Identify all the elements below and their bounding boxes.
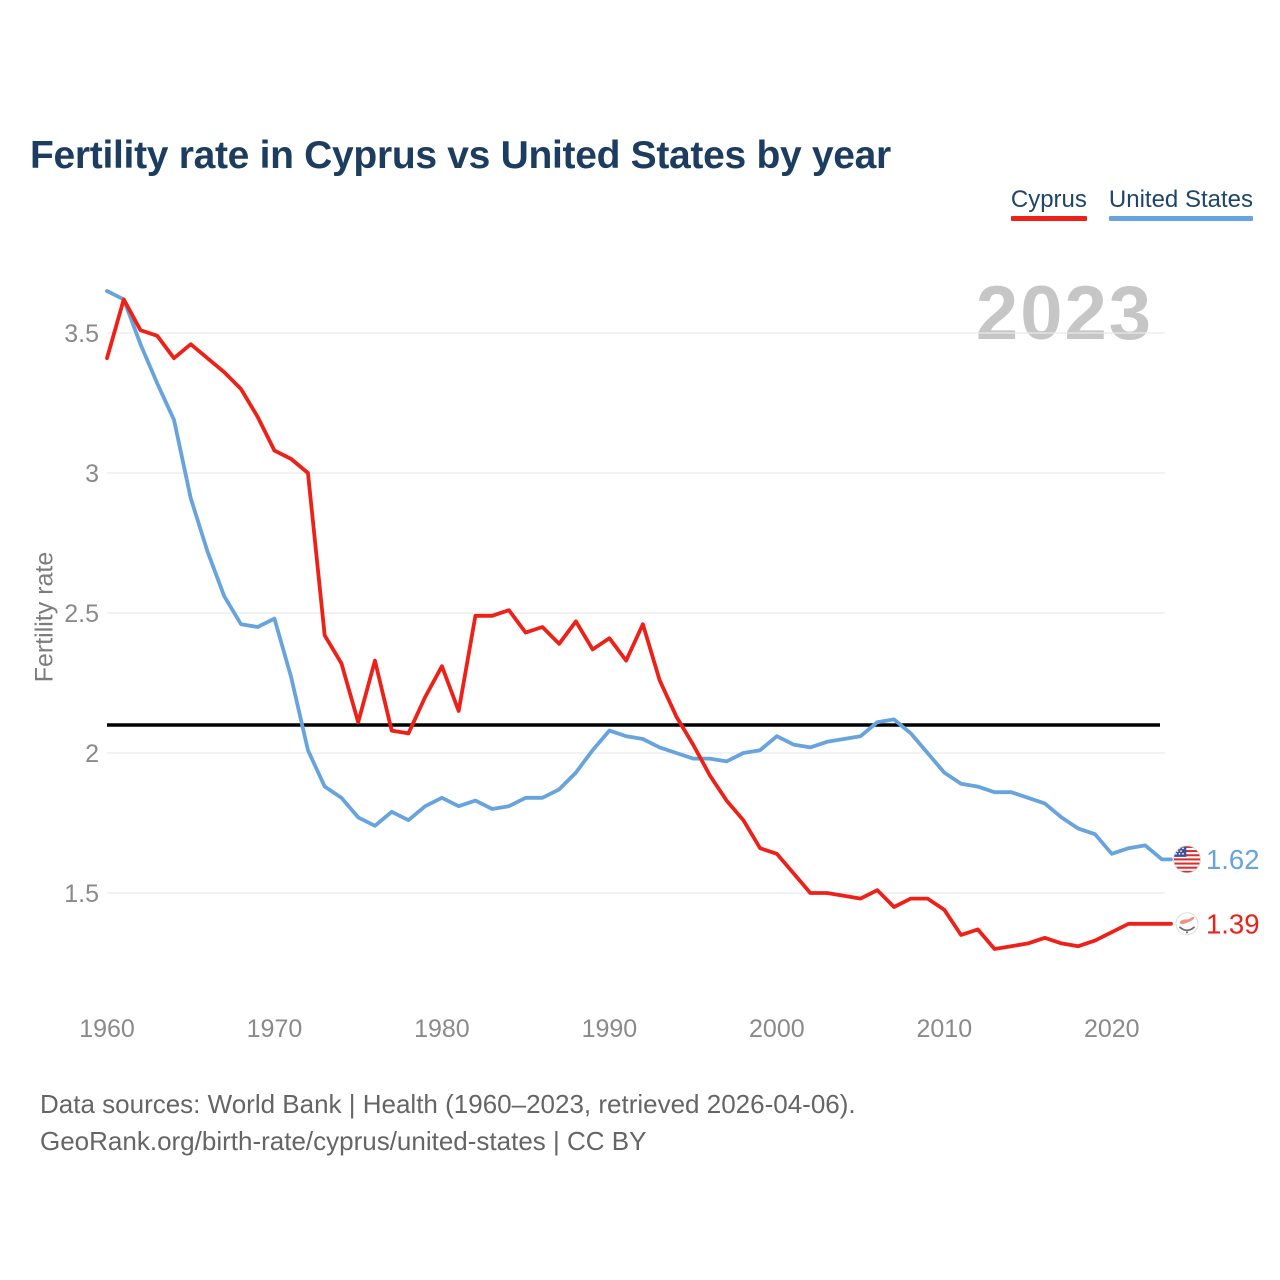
x-tick-label: 1960 xyxy=(79,1015,135,1043)
page-title: Fertility rate in Cyprus vs United State… xyxy=(30,134,891,178)
cyprus-line xyxy=(105,297,1173,951)
us-flag-icon xyxy=(1173,845,1201,874)
x-tick-label: 1990 xyxy=(582,1015,638,1043)
y-tick-label: 1.5 xyxy=(64,880,99,908)
y-tick-label: 2 xyxy=(85,740,99,768)
x-tick-label: 2000 xyxy=(749,1015,805,1043)
x-tick-label: 1970 xyxy=(247,1015,303,1043)
cyprus-end-value: 1.39 xyxy=(1206,908,1260,939)
x-tick-label: 2020 xyxy=(1084,1015,1140,1043)
y-tick-label: 2.5 xyxy=(64,600,99,628)
legend-item-united-states[interactable]: United States xyxy=(1108,186,1253,221)
legend-underline-cyprus xyxy=(1010,216,1087,221)
x-tick-label: 2010 xyxy=(916,1015,972,1043)
legend-label-united-states: United States xyxy=(1108,186,1253,213)
year-watermark: 2023 xyxy=(975,271,1153,356)
footer-attribution: GeoRank.org/birth-rate/cyprus/united-sta… xyxy=(40,1126,647,1156)
legend: Cyprus United States xyxy=(1010,186,1253,221)
y-tick-label: 3 xyxy=(85,460,99,488)
us-end-value: 1.62 xyxy=(1206,844,1260,875)
legend-item-cyprus[interactable]: Cyprus xyxy=(1010,186,1087,221)
footer: Data sources: World Bank | Health (1960–… xyxy=(40,1086,856,1160)
united-states-line xyxy=(105,289,1173,862)
footer-data-sources: Data sources: World Bank | Health (1960–… xyxy=(40,1089,856,1119)
legend-label-cyprus: Cyprus xyxy=(1010,186,1087,213)
x-tick-label: 1980 xyxy=(414,1015,470,1043)
cyprus-flag-icon xyxy=(1175,912,1199,936)
y-tick-label: 3.5 xyxy=(64,320,99,348)
legend-underline-united-states xyxy=(1108,216,1253,221)
